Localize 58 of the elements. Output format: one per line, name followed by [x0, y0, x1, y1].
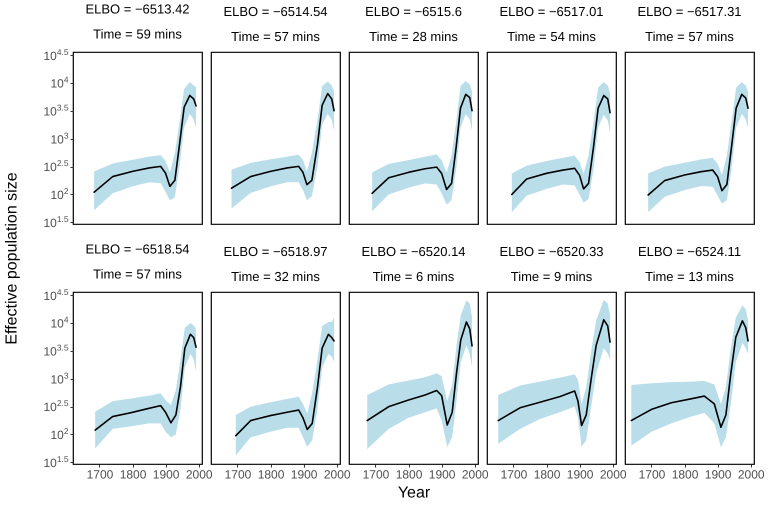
y-tick-label: 10$^{4.5}$ — [43, 286, 69, 303]
x-tick-label: 1900 — [704, 468, 732, 482]
y-tick-label: 10$^{1.5}$ — [43, 214, 69, 230]
line-series — [93, 94, 197, 193]
x-tick-label: 1700 — [224, 468, 252, 482]
chart-title: ELBO = −6514.54 — [223, 4, 328, 19]
x-tick-label: 1700 — [500, 468, 528, 482]
chart-subtitle: Time = 9 mins — [510, 269, 593, 284]
x-tick-label: 2000 — [462, 468, 489, 482]
chart-subtitle: Time = 13 mins — [645, 269, 734, 284]
y-tick-label: 10$^{4.5}$ — [43, 46, 69, 63]
y-tick-label: 10$^{3}$ — [50, 130, 69, 146]
y-tick-label: 10$^{2.5}$ — [43, 398, 69, 414]
chart-title: ELBO = −6524.11 — [638, 244, 742, 259]
x-tick-label: 1900 — [152, 468, 180, 482]
x-tick-label: 1700 — [362, 468, 390, 482]
x-tick-label: 2000 — [738, 468, 765, 482]
y-tick-label: 10$^{3.5}$ — [43, 342, 69, 358]
chart-title: ELBO = −6517.01 — [499, 4, 604, 19]
x-tick-label: 1700 — [86, 468, 114, 482]
y-tick-label: 10$^{4}$ — [50, 74, 69, 91]
y-axis-title: Effective population size — [4, 172, 20, 345]
chart-title: ELBO = −6513.42 — [85, 1, 190, 16]
x-tick-label: 1800 — [534, 468, 561, 482]
chart-subtitle: Time = 59 mins — [93, 26, 182, 42]
chart-title: ELBO = −6515.6 — [365, 4, 462, 19]
chart-title: ELBO = −6520.33 — [499, 244, 604, 259]
x-tick-label: 1900 — [428, 468, 456, 482]
x-tick-label: 1900 — [290, 468, 318, 482]
x-tick-label: 1800 — [672, 468, 699, 482]
x-tick-label: 1800 — [120, 468, 147, 482]
x-tick-label: 2000 — [600, 468, 627, 482]
chart-title: ELBO = −6518.54 — [85, 241, 190, 256]
chart-subtitle: Time = 57 mins — [645, 29, 734, 44]
y-tick-label: 10$^{1.5}$ — [43, 454, 69, 470]
chart-subtitle: Time = 32 mins — [231, 269, 320, 284]
chart-title: ELBO = −6517.31 — [637, 4, 742, 19]
chart-subtitle: Time = 57 mins — [93, 266, 182, 282]
x-tick-label: 1700 — [638, 468, 666, 482]
chart-subtitle: Time = 54 mins — [507, 29, 596, 44]
y-tick-label: 10$^{3}$ — [50, 370, 69, 386]
y-tick-label: 10$^{2}$ — [50, 426, 69, 442]
y-tick-label: 10$^{4}$ — [50, 314, 69, 331]
chart-subtitle: Time = 57 mins — [231, 29, 320, 44]
line-series — [94, 334, 197, 431]
x-tick-label: 1800 — [258, 468, 285, 482]
x-tick-label: 2000 — [324, 468, 351, 482]
x-axis-title: Year — [398, 484, 431, 502]
chart-subtitle: Time = 28 mins — [369, 29, 458, 44]
chart-title: ELBO = −6518.97 — [223, 244, 328, 259]
y-tick-label: 10$^{2}$ — [50, 186, 69, 202]
y-tick-label: 10$^{2.5}$ — [43, 158, 69, 174]
chart-title: ELBO = −6520.14 — [361, 244, 466, 259]
chart-subtitle: Time = 6 mins — [372, 269, 455, 284]
y-tick-label: 10$^{3.5}$ — [43, 102, 69, 118]
x-tick-label: 1800 — [396, 468, 423, 482]
x-tick-label: 2000 — [186, 468, 213, 482]
x-tick-label: 1900 — [566, 468, 594, 482]
